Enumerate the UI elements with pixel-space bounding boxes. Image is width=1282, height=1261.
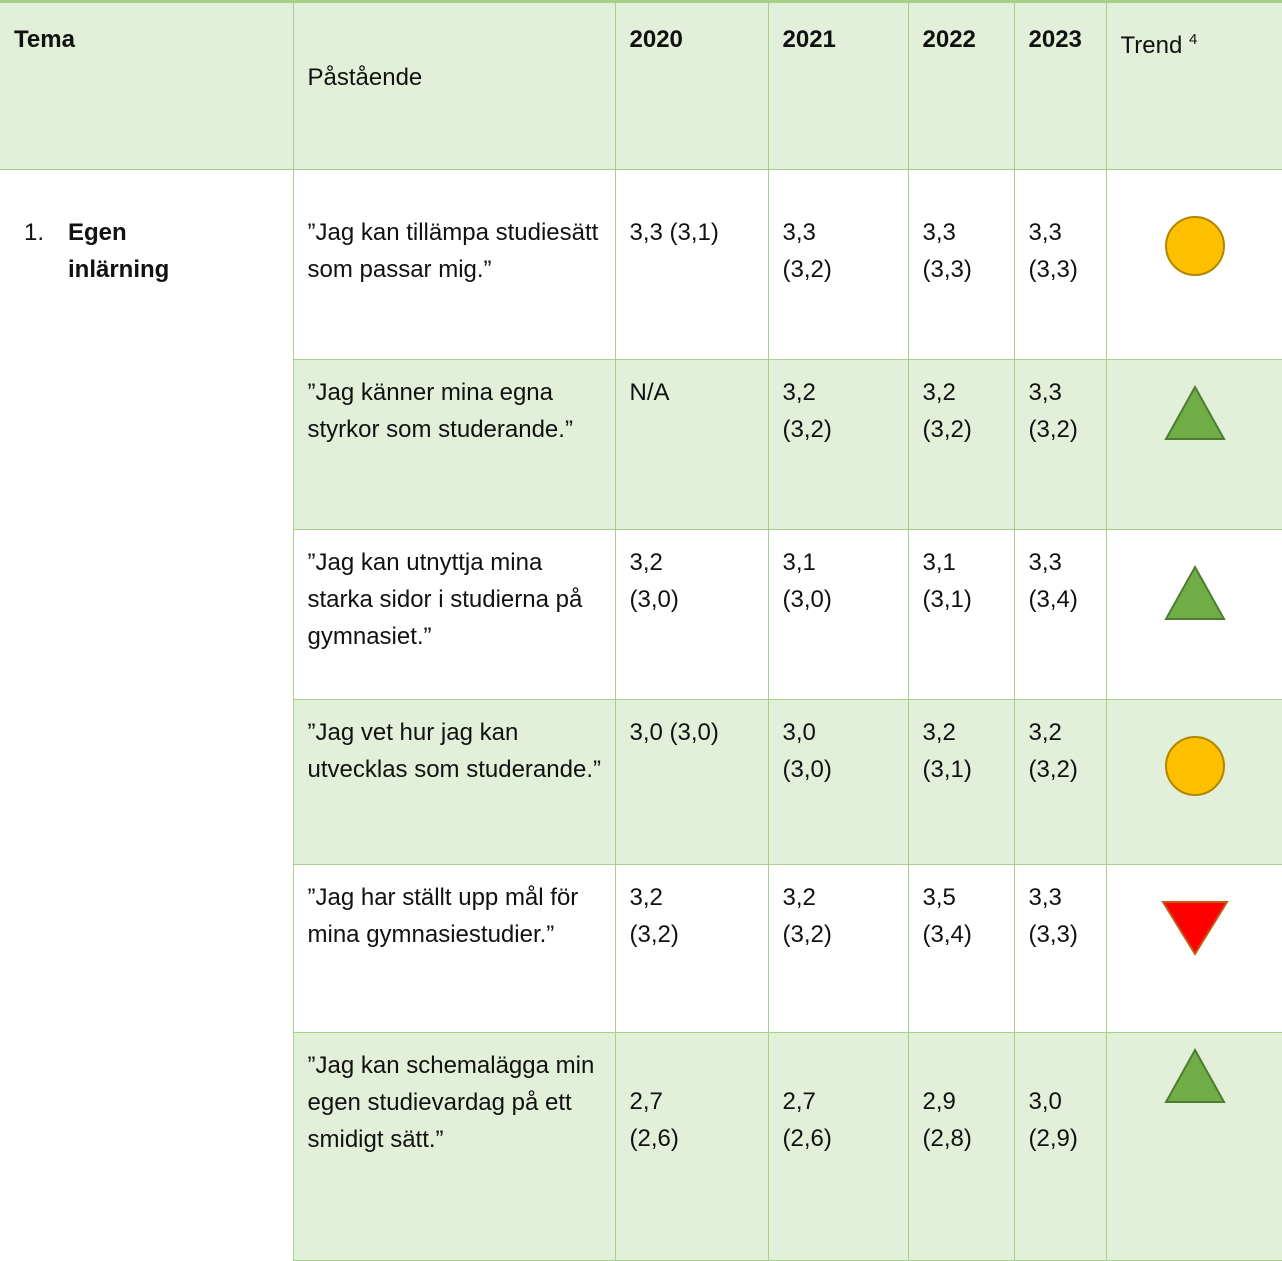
trend-cell — [1105, 529, 1282, 700]
header-cell: 2022 — [907, 1, 1015, 170]
value-cell: 2,9 (2,8) — [907, 1032, 1015, 1261]
trend-cell — [1105, 359, 1282, 530]
header-text: Trend — [1120, 32, 1183, 59]
trend-icon — [1165, 216, 1225, 276]
value-cell: 3,1 (3,1) — [907, 529, 1015, 700]
header-cell: 2023 — [1013, 1, 1107, 170]
statement-cell: ”Jag vet hur jag kan utvecklas som stude… — [292, 699, 616, 865]
value-cell: 3,0 (3,0) — [767, 699, 909, 865]
statement-cell: ”Jag kan tillämpa studiesätt som passar … — [292, 169, 616, 360]
footnote-mark: 4 — [1188, 31, 1198, 48]
data-row: ”Jag vet hur jag kan utvecklas som stude… — [0, 699, 1282, 865]
header-cell: Trend 4 — [1105, 1, 1282, 170]
theme-name: Egen inlärning — [68, 219, 170, 283]
value-cell: 3,2 (3,2) — [767, 359, 909, 530]
value-cell: 3,3 (3,3) — [907, 169, 1015, 360]
data-row: ”Jag kan utnyttja mina starka sidor i st… — [0, 529, 1282, 700]
trend-cell — [1105, 169, 1282, 360]
data-row: 1. Egen inlärning ”Jag kan tillämpa studie… — [0, 169, 1282, 1261]
value-cell: 3,2 (3,2) — [1013, 699, 1107, 865]
value-cell: 3,2 (3,2) — [767, 864, 909, 1033]
value-cell: 3,1 (3,0) — [767, 529, 909, 700]
header-cell: 2020 — [614, 1, 769, 170]
statement-cell: ”Jag känner mina egna styrkor som studer… — [292, 359, 616, 530]
value-cell: 3,3 (3,2) — [767, 169, 909, 360]
value-cell: 3,2 (3,2) — [907, 359, 1015, 530]
trend-cell — [1105, 1032, 1282, 1261]
trend-icon — [1165, 736, 1225, 796]
data-row: ”Jag kan schemalägga min egen studievard… — [0, 1032, 1282, 1261]
value-cell: 2,7 (2,6) — [614, 1032, 769, 1261]
header-text: 2021 — [782, 26, 836, 53]
statement-cell: ”Jag kan utnyttja mina starka sidor i st… — [292, 529, 616, 700]
value-cell: 3,5 (3,4) — [907, 864, 1015, 1033]
trend-icon — [1161, 901, 1229, 956]
trend-icon — [1164, 1047, 1226, 1103]
value-cell: N/A — [614, 359, 769, 530]
value-cell: 3,3 (3,4) — [1013, 529, 1107, 700]
trend-cell — [1105, 864, 1282, 1033]
list-number: 1. — [24, 219, 45, 246]
value-cell: 3,0 (2,9) — [1013, 1032, 1107, 1261]
value-cell: 3,3 (3,2) — [1013, 359, 1107, 530]
value-cell: 3,3 (3,3) — [1013, 169, 1107, 360]
header-cell: Påstående — [292, 1, 616, 170]
header-cell: 2021 — [767, 1, 909, 170]
header-text: 2022 — [922, 26, 976, 53]
statement-cell: ”Jag har ställt upp mål för mina gymnasi… — [292, 864, 616, 1033]
data-row: ”Jag har ställt upp mål för mina gymnasi… — [0, 864, 1282, 1033]
value-cell: 3,0 (3,0) — [614, 699, 769, 865]
value-cell: 2,7 (2,6) — [767, 1032, 909, 1261]
value-cell: 3,3 (3,3) — [1013, 864, 1107, 1033]
statement-cell: ”Jag kan schemalägga min egen studievard… — [292, 1032, 616, 1261]
trend-icon — [1164, 384, 1226, 440]
header-text: 2020 — [629, 26, 683, 53]
trend-icon — [1164, 564, 1226, 620]
trend-cell — [1105, 699, 1282, 865]
header-text: 2023 — [1028, 26, 1082, 53]
value-cell: 3,3 (3,1) — [614, 169, 769, 360]
header-row: Tema Påstående 2020 2021 2022 2023 Trend… — [0, 1, 1282, 170]
header-cell: Tema — [0, 1, 294, 170]
value-cell: 3,2 (3,2) — [614, 864, 769, 1033]
header-text: Tema — [14, 26, 75, 53]
data-row: ”Jag känner mina egna styrkor som studer… — [0, 359, 1282, 530]
value-cell: 3,2 (3,0) — [614, 529, 769, 700]
theme-cell: 1. Egen inlärning — [0, 169, 294, 1261]
value-cell: 3,2 (3,1) — [907, 699, 1015, 865]
